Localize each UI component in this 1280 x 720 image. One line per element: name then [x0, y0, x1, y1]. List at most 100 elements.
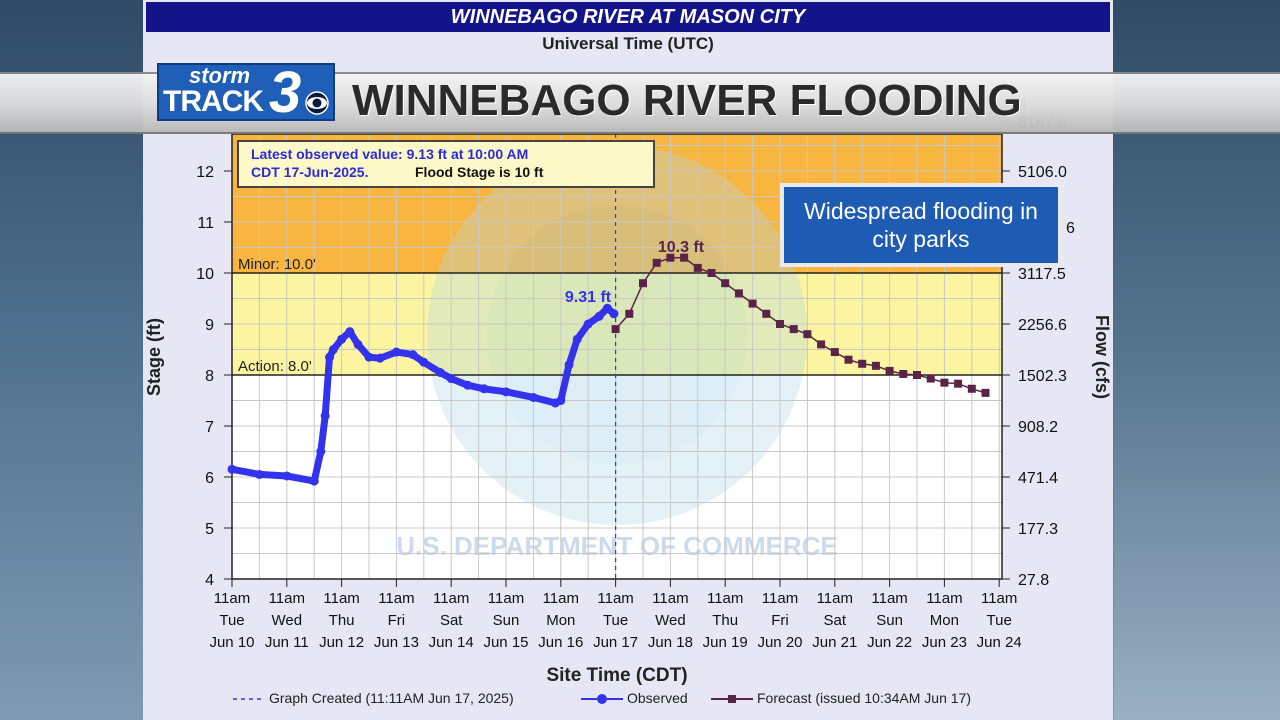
logo-storm-text: storm: [189, 63, 251, 88]
forecast-point: [817, 340, 826, 349]
latest-observation-box: Latest observed value: 9.13 ft at 10:00 …: [237, 140, 655, 188]
x-tick-date: Jun 21: [812, 634, 857, 651]
x-tick-date: Jun 23: [922, 634, 967, 651]
x-tick-day: Wed: [655, 612, 686, 629]
threshold-lines: Minor: 10.0' Action: 8.0': [232, 134, 1002, 579]
threshold-label: Action: 8.0': [238, 358, 312, 375]
forecast-point: [899, 369, 908, 378]
x-tick-date: Jun 12: [319, 634, 364, 651]
forecast-point: [913, 371, 921, 379]
observed-point: [463, 380, 473, 390]
x-tick-time: 11am: [707, 590, 743, 607]
x-tick-day: Sun: [493, 612, 520, 629]
x-tick-day: Tue: [219, 612, 244, 629]
x-tick-day: Sat: [440, 612, 463, 629]
right-tick-label: 5106.0: [1018, 164, 1067, 181]
x-tick-date: Jun 11: [265, 634, 309, 651]
forecast-point: [762, 309, 771, 318]
x-tick-day: Thu: [329, 612, 355, 629]
x-tick-time: 11am: [652, 590, 688, 607]
logo-number: 3: [269, 60, 302, 125]
observed-point: [364, 352, 374, 362]
observed-point: [602, 303, 612, 313]
observed-point: [408, 350, 418, 360]
observed-point: [320, 411, 330, 421]
x-tick-day: Mon: [930, 612, 959, 629]
legend-symbols: [233, 694, 753, 704]
x-tick-time: 11am: [488, 590, 524, 607]
observed-point: [309, 476, 319, 486]
x-tick-time: 11am: [926, 590, 962, 607]
flooding-callout: Widespread flooding in city parks: [784, 187, 1058, 263]
legend-observed: Observed: [627, 690, 688, 706]
observed-point: [556, 396, 566, 405]
forecast-series: [611, 253, 990, 397]
x-tick-date: Jun 10: [209, 634, 254, 651]
observed-point: [282, 471, 292, 481]
x-tick-time: 11am: [597, 590, 633, 607]
observed-point: [325, 352, 335, 362]
latest-line-2b: Flood Stage is 10 ft: [415, 164, 544, 180]
legend-forecast-square: [728, 695, 736, 703]
chart-legend: Graph Created (11:11AM Jun 17, 2025) Obs…: [143, 688, 1113, 710]
legend-graph-created: Graph Created (11:11AM Jun 17, 2025): [269, 690, 514, 706]
watermark-text: U.S. DEPARTMENT OF COMMERCE: [396, 531, 838, 561]
threshold-label: Minor: 10.0': [238, 256, 316, 273]
y-tick-label: 8: [205, 368, 214, 385]
y-tick-label: 12: [196, 164, 214, 181]
legend-forecast: Forecast (issued 10:34AM Jun 17): [757, 690, 971, 706]
right-tick-label: 177.3: [1018, 521, 1058, 538]
observed-point: [227, 464, 237, 474]
right-tick-label: 3117.5: [1018, 266, 1066, 283]
x-tick-time: 11am: [323, 590, 359, 607]
x-tick-time: 11am: [378, 590, 414, 607]
latest-line-2a: CDT 17-Jun-2025.: [251, 164, 369, 180]
y-tick-label: 6: [205, 470, 214, 487]
x-tick-day: Tue: [603, 612, 628, 629]
x-tick-day: Fri: [388, 612, 406, 629]
right-tick-label: 908.2: [1018, 419, 1058, 436]
legend-observed-dot: [597, 694, 607, 704]
observed-point: [316, 447, 326, 456]
observed-series: [227, 303, 619, 486]
utc-axis-label: Universal Time (UTC): [542, 34, 714, 53]
right-tick-partial-2: 6: [1066, 220, 1075, 237]
x-tick-day: Fri: [771, 612, 789, 629]
right-axis-title: Flow (cfs): [1092, 315, 1112, 399]
x-tick-date: Jun 16: [538, 634, 583, 651]
chart-annotations: 9.31 ft 10.3 ft: [565, 239, 705, 306]
callout-text: Widespread flooding in city parks: [804, 198, 1038, 252]
forecast-point: [721, 279, 730, 288]
latest-line-1: Latest observed value: 9.13 ft at 10:00 …: [251, 146, 529, 162]
forecast-point: [734, 289, 743, 298]
y-tick-label: 10: [196, 266, 214, 283]
gauge-title: WINNEBAGO RIVER AT MASON CITY: [146, 2, 1110, 32]
x-tick-time: 11am: [871, 590, 907, 607]
forecast-point: [639, 279, 647, 288]
observed-point: [479, 384, 489, 394]
right-tick-label: 1502.3: [1018, 368, 1067, 385]
x-tick-day: Sat: [824, 612, 847, 629]
observed-point: [353, 339, 363, 349]
observed-point: [609, 309, 619, 319]
x-tick-time: 11am: [269, 590, 305, 607]
x-axis-title: Site Time (CDT): [546, 665, 687, 686]
x-tick-day: Mon: [546, 612, 575, 629]
x-tick-date: Jun 14: [429, 634, 474, 651]
observed-point: [419, 357, 429, 367]
forecast-point: [789, 325, 798, 334]
x-tick-date: Jun 17: [593, 634, 638, 651]
forecast-crest-label: 10.3 ft: [658, 239, 705, 256]
x-tick-day: Sun: [876, 612, 903, 629]
plot-frame: [231, 133, 1003, 580]
x-tick-date: Jun 19: [703, 634, 748, 651]
observed-point: [583, 319, 593, 329]
lower-third-banner: [0, 72, 1280, 134]
x-tick-date: Jun 24: [977, 634, 1022, 651]
y-tick-label: 11: [197, 215, 214, 232]
x-tick-time: 11am: [433, 590, 469, 607]
forecast-point: [707, 269, 716, 277]
observed-point: [528, 392, 538, 402]
forecast-point: [652, 258, 661, 267]
x-tick-date: Jun 20: [757, 634, 802, 651]
